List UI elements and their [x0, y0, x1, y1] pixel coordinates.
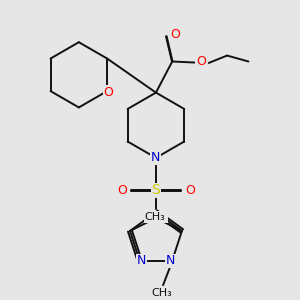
Text: O: O [170, 28, 180, 41]
Text: N: N [137, 254, 146, 267]
Text: CH₃: CH₃ [145, 212, 166, 222]
Text: S: S [152, 184, 160, 197]
Text: O: O [185, 184, 195, 197]
Text: O: O [117, 184, 127, 197]
Text: CH₃: CH₃ [146, 212, 167, 222]
Text: O: O [196, 55, 206, 68]
Text: N: N [166, 254, 175, 267]
Text: N: N [151, 151, 160, 164]
Text: O: O [103, 86, 113, 99]
Text: CH₃: CH₃ [151, 289, 172, 298]
